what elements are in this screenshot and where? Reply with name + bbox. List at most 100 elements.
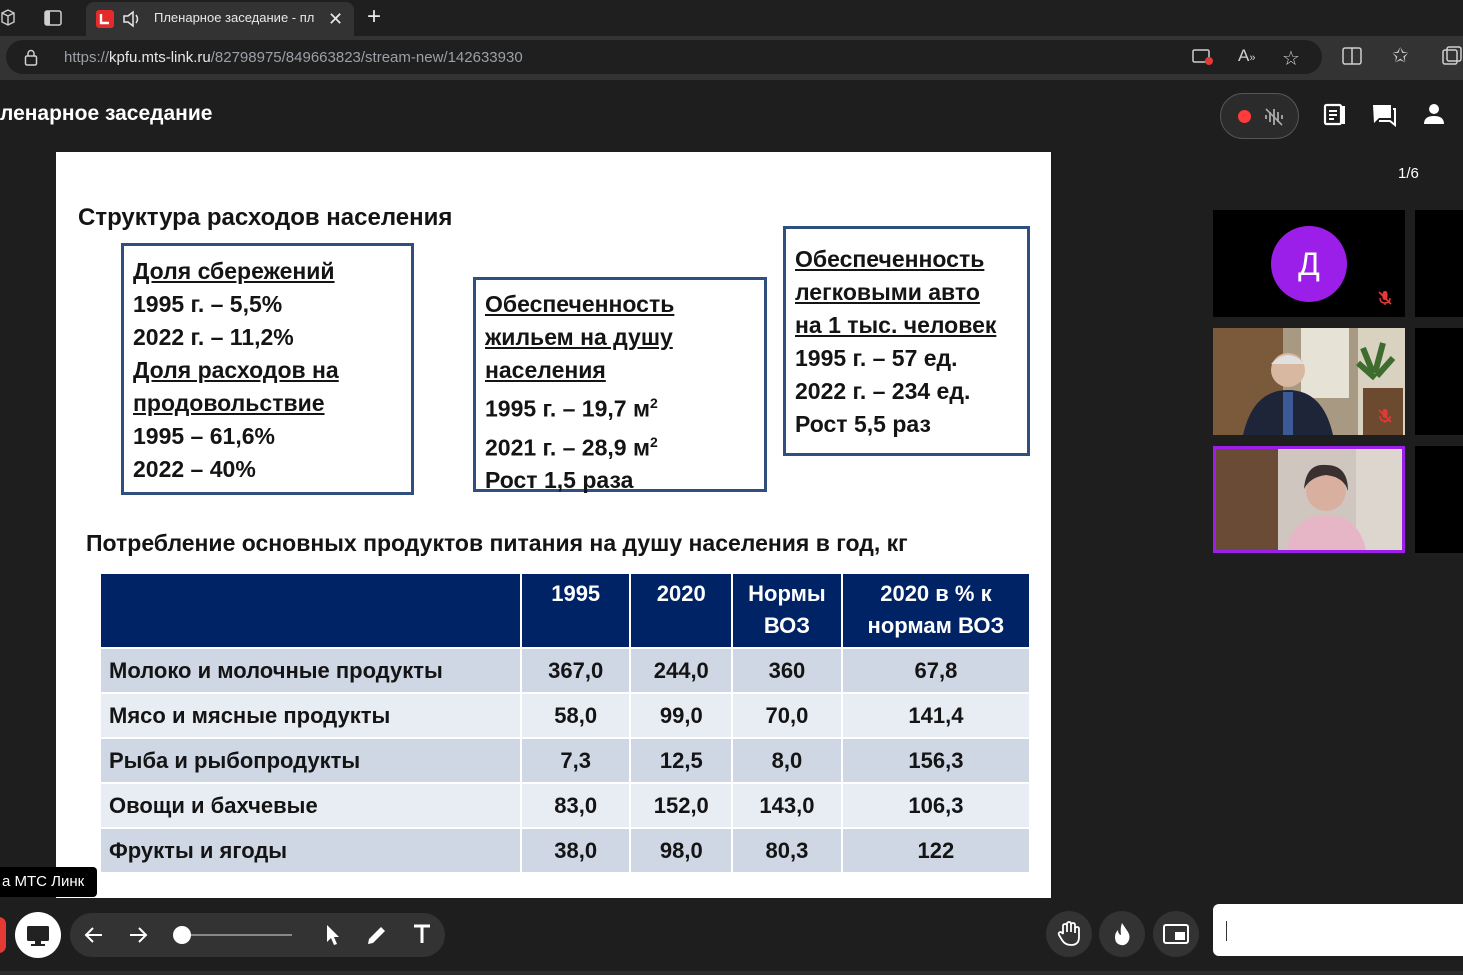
cars-title-c: на 1 тыс. человек (795, 312, 997, 338)
reactions-button[interactable] (1099, 911, 1145, 957)
url-scheme: https:// (64, 49, 110, 66)
text-tool-button[interactable] (412, 923, 432, 950)
table-row-label: Рыба и рыбопродукты (101, 739, 520, 782)
table-row: Молоко и молочные продукты 367,0 244,0 360 6… (101, 649, 1029, 692)
housing-2021: 2021 г. – 28,9 м2 (485, 426, 764, 465)
housing-title-b: жильем на душу (485, 324, 673, 350)
savings-1995: 1995 г. – 5,5% (133, 291, 283, 317)
raise-hand-button[interactable] (1046, 911, 1092, 957)
cars-growth: Рост 5,5 раз (795, 411, 931, 437)
new-tab-button[interactable]: + (367, 3, 382, 30)
collections-icon[interactable] (1442, 46, 1463, 69)
housing-1995-sup: 2 (649, 395, 658, 411)
picture-in-picture-button[interactable] (1153, 911, 1199, 957)
table-row: Рыба и рыбопродукты 7,3 12,5 8,0 156,3 (101, 739, 1029, 782)
flame-icon (1115, 923, 1130, 946)
read-aloud-icon[interactable]: A» (1238, 46, 1256, 65)
participant-tile-3-speaking[interactable] (1213, 446, 1405, 553)
pointer-tool-button[interactable] (322, 923, 342, 952)
favorite-star-icon[interactable]: ☆ (1282, 48, 1300, 70)
mic-off-icon (1377, 290, 1393, 306)
table-cell: 106,3 (842, 784, 1029, 827)
table-cell: 99,0 (631, 694, 732, 737)
table-row-label: Мясо и мясные продукты (101, 694, 520, 737)
url-text[interactable]: https://kpfu.mts-link.ru/82798975/849663… (64, 49, 523, 66)
table-cell: 70,0 (733, 694, 841, 737)
agenda-icon[interactable] (1322, 102, 1348, 129)
table-cell: 141,4 (842, 694, 1029, 737)
previous-slide-button[interactable] (83, 924, 105, 951)
url-path: /82798975/849663823/stream-new/142633930 (210, 49, 523, 66)
table-header-cell (101, 574, 520, 647)
table-cell: 98,0 (631, 829, 732, 872)
split-screen-icon[interactable] (1342, 47, 1362, 68)
recording-indicator[interactable] (1220, 93, 1299, 139)
workspaces-icon[interactable] (0, 9, 16, 30)
next-slide-button[interactable] (127, 924, 149, 951)
avatar: Д (1271, 226, 1347, 302)
tab-actions-icon[interactable] (44, 10, 62, 29)
participant-video-man (1213, 328, 1405, 435)
header-percent-b: нормам ВОЗ (867, 613, 1005, 638)
food-share-title-a: Доля расходов на (133, 357, 339, 383)
pip-icon (1163, 924, 1189, 944)
speaker-audio-icon[interactable] (122, 10, 142, 33)
table-cell: 67,8 (842, 649, 1029, 692)
table-cell: 58,0 (521, 694, 630, 737)
housing-title-c: населения (485, 357, 606, 383)
participant-video-woman (1216, 449, 1402, 550)
cursor-icon (327, 925, 339, 945)
table-header-cell: 2020 в % к нормам ВОЗ (842, 574, 1029, 647)
table-cell: 7,3 (521, 739, 630, 782)
housing-title-a: Обеспеченность (485, 291, 675, 317)
food-share-1995: 1995 – 61,6% (133, 423, 275, 449)
table-row: Мясо и мясные продукты 58,0 99,0 70,0 141,4 (101, 694, 1029, 737)
lock-icon[interactable] (24, 49, 38, 71)
favorites-list-icon[interactable]: ✩ (1392, 45, 1409, 67)
participant-tile-extra-2[interactable] (1415, 328, 1463, 435)
pencil-icon (368, 927, 385, 944)
screen-share-status-icon[interactable] (1192, 48, 1214, 71)
participant-tile-2[interactable] (1213, 328, 1405, 435)
arrow-left-icon (84, 927, 102, 943)
monitor-icon (27, 926, 49, 946)
savings-box: Доля сбережений 1995 г. – 5,5% 2022 г. –… (121, 243, 414, 495)
housing-box: Обеспеченность жильем на душу населения … (473, 277, 767, 493)
participant-tile-1[interactable]: Д (1213, 210, 1405, 317)
screen-share-button[interactable] (15, 912, 61, 958)
slide-toolbar (70, 913, 445, 957)
table-row-label: Фрукты и ягоды (101, 829, 520, 872)
cars-title-b: легковыми авто (795, 279, 980, 305)
site-favicon-icon (96, 10, 114, 28)
table-cell: 156,3 (842, 739, 1029, 782)
cars-2022: 2022 г. – 234 ед. (795, 378, 971, 404)
header-who-norms-b: ВОЗ (763, 613, 811, 638)
header-percent-a: 2020 в % к (880, 581, 992, 606)
table-header-row: 1995 2020 Нормы ВОЗ 2020 в % к нормам ВОЗ (101, 574, 1029, 647)
cars-box: Обеспеченность легковыми авто на 1 тыс. … (783, 226, 1030, 456)
chat-message-input[interactable] (1213, 904, 1463, 956)
slide-progress-track[interactable] (182, 934, 292, 936)
tab-title: Пленарное заседание - пл (154, 10, 315, 25)
address-bar[interactable]: https://kpfu.mts-link.ru/82798975/849663… (6, 40, 1322, 74)
table-header-cell: 1995 (521, 574, 630, 647)
housing-2021-text: 2021 г. – 28,9 м (485, 434, 650, 461)
slide-progress-knob[interactable] (173, 926, 191, 944)
chat-icon[interactable] (1371, 103, 1397, 130)
housing-1995: 1995 г. – 19,7 м2 (485, 387, 764, 426)
hand-icon (1057, 921, 1080, 946)
housing-2021-sup: 2 (649, 433, 658, 450)
notification-dot (0, 917, 6, 953)
presentation-slide: Структура расходов населения Доля сбереж… (56, 152, 1051, 898)
table-cell: 367,0 (521, 649, 630, 692)
pen-tool-button[interactable] (365, 923, 389, 952)
table-row: Овощи и бахчевые 83,0 152,0 143,0 106,3 (101, 784, 1029, 827)
table-row-label: Овощи и бахчевые (101, 784, 520, 827)
participant-tile-extra-1[interactable] (1415, 210, 1463, 317)
tab-active[interactable]: Пленарное заседание - пл ✕ (86, 2, 354, 36)
participants-icon[interactable] (1423, 103, 1445, 128)
bottom-strip (0, 971, 1463, 975)
participant-tile-extra-3[interactable] (1415, 446, 1463, 553)
table-cell: 80,3 (733, 829, 841, 872)
tab-close-icon[interactable]: ✕ (328, 9, 344, 29)
